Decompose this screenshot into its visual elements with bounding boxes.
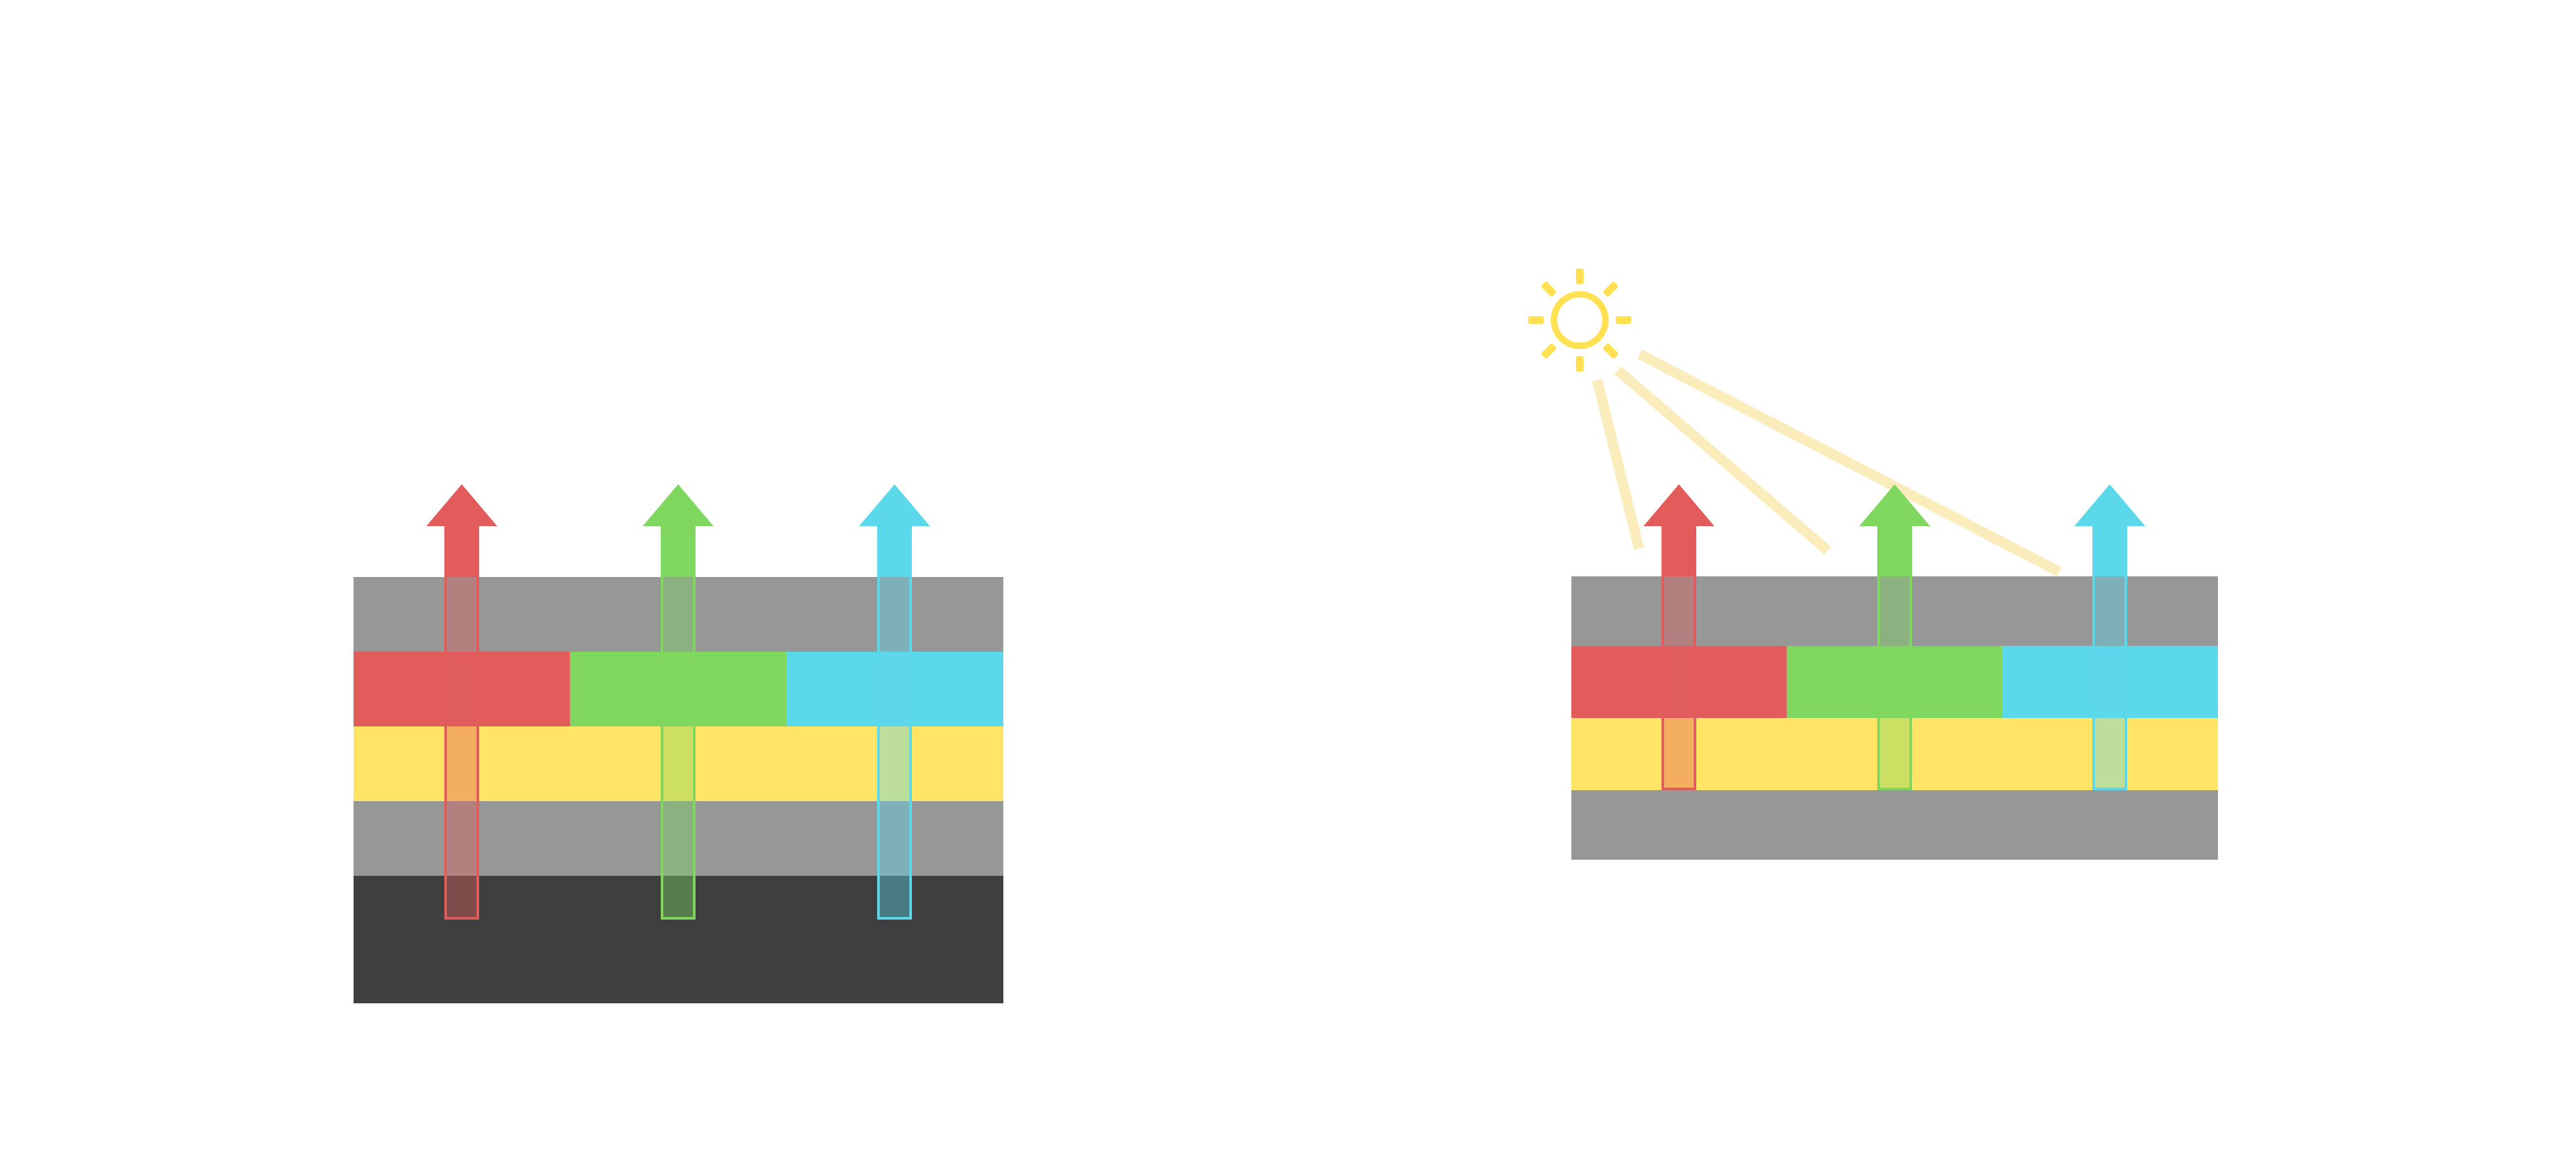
emissive-display-diagram-subpixel-layer-green-segment bbox=[570, 652, 787, 726]
emissive-display-diagram-subpixel-layer-cyan-segment bbox=[786, 652, 1003, 726]
reflective-display-diagram-subpixel-layer-red-segment bbox=[1571, 646, 1787, 718]
emissive-display-diagram-yellow-layer bbox=[354, 726, 1003, 801]
red-solid-shaft bbox=[444, 525, 479, 577]
sun-tick bbox=[1528, 316, 1544, 324]
sun-tick bbox=[1603, 343, 1618, 359]
emissive-display-diagram-top-gray-layer bbox=[354, 577, 1003, 652]
red-translucent-shaft bbox=[444, 577, 479, 920]
red-translucent-shaft bbox=[1662, 576, 1696, 790]
emissive-display-diagram-red-light-arrow bbox=[426, 484, 497, 920]
cyan-solid-shaft bbox=[2092, 525, 2127, 576]
reflective-display-diagram-subpixel-layer-cyan-segment bbox=[2002, 646, 2218, 718]
emissive-display-diagram bbox=[354, 484, 1003, 1003]
green-arrowhead bbox=[1859, 484, 1930, 526]
sun-tick bbox=[1541, 343, 1557, 359]
green-solid-shaft bbox=[661, 525, 696, 577]
sun-tick bbox=[1541, 281, 1557, 297]
reflective-display-diagram-cyan-light-arrow bbox=[2074, 484, 2145, 790]
reflective-display-diagram-sun-ray-3 bbox=[1637, 349, 2062, 577]
emissive-display-diagram-green-light-arrow bbox=[643, 484, 714, 920]
sun-tick bbox=[1576, 269, 1584, 284]
emissive-display-diagram-subpixel-layer-red-segment bbox=[354, 652, 571, 726]
reflective-display-diagram-bottom-gray-layer bbox=[1571, 790, 2218, 860]
green-translucent-shaft bbox=[661, 577, 696, 920]
cyan-arrowhead bbox=[859, 484, 930, 526]
reflective-display-diagram-sun-icon bbox=[1528, 269, 1631, 372]
reflective-display-diagram-yellow-layer bbox=[1571, 718, 2218, 790]
sun-ring bbox=[1551, 291, 1609, 349]
emissive-display-diagram-cyan-light-arrow bbox=[859, 484, 930, 920]
reflective-display-diagram bbox=[1528, 269, 2218, 860]
reflective-display-diagram-top-gray-layer bbox=[1571, 576, 2218, 646]
green-arrowhead bbox=[643, 484, 714, 526]
green-translucent-shaft bbox=[1877, 576, 1912, 790]
cyan-translucent-shaft bbox=[877, 577, 912, 920]
cyan-translucent-shaft bbox=[2092, 576, 2127, 790]
emissive-display-diagram-dark-backplane-layer bbox=[354, 876, 1003, 1003]
red-solid-shaft bbox=[1662, 525, 1696, 576]
green-solid-shaft bbox=[1877, 525, 1912, 576]
sun-tick bbox=[1616, 316, 1631, 324]
reflective-display-diagram-sun-ray-2 bbox=[1614, 366, 1832, 555]
cyan-solid-shaft bbox=[877, 525, 912, 577]
reflective-display-diagram-subpixel-layer-green-segment bbox=[1786, 646, 2003, 718]
sun-tick bbox=[1576, 356, 1584, 372]
emissive-display-diagram-lower-gray-layer bbox=[354, 801, 1003, 876]
red-arrowhead bbox=[426, 484, 497, 526]
reflective-display-diagram-green-light-arrow bbox=[1859, 484, 1930, 790]
cyan-arrowhead bbox=[2074, 484, 2145, 526]
reflective-display-diagram-red-light-arrow bbox=[1643, 484, 1714, 790]
sun-tick bbox=[1603, 281, 1618, 297]
red-arrowhead bbox=[1643, 484, 1714, 526]
reflective-display-diagram-sun-ray-1 bbox=[1592, 379, 1644, 550]
